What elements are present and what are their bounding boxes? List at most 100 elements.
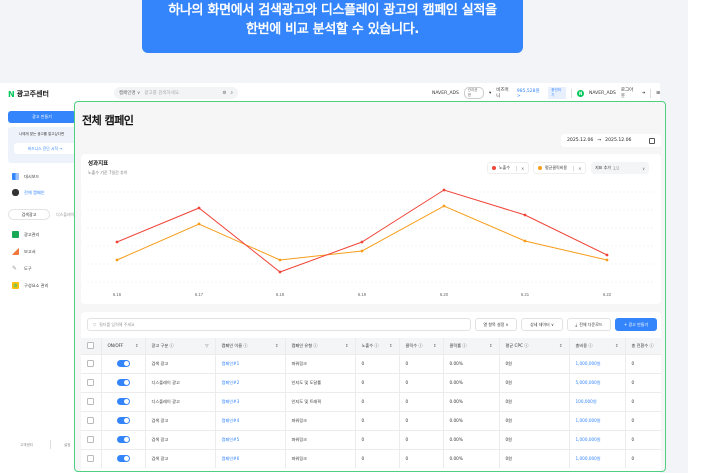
date-range-picker[interactable]: 2025.12.06 → 2025.12.06 (561, 134, 661, 147)
conversions-cell: 0 (625, 429, 661, 449)
onoff-toggle[interactable] (116, 416, 130, 424)
onoff-toggle[interactable] (116, 359, 130, 367)
logo[interactable]: N 광고주센터 (8, 89, 49, 99)
avg-cpc-cell: 0원 (499, 353, 570, 373)
onoff-toggle[interactable] (116, 378, 130, 386)
download-all-button[interactable]: ⤓ 전체 다운로드 (567, 318, 611, 331)
search-box[interactable]: 캠페인명 ∨ 광고를 검색하세요. ⚙ ⌕ (114, 87, 238, 99)
col-campaign-type[interactable]: 캠페인 유형 ⓘ ⇕ (285, 338, 356, 354)
row-checkbox[interactable] (87, 359, 94, 367)
row-checkbox[interactable] (87, 397, 94, 405)
account-badge: 관리권한 (463, 87, 485, 99)
sidebar-item-dashboard[interactable]: 대시보드 (12, 173, 39, 180)
sidebar-item-reports[interactable]: 보고서 (12, 248, 36, 255)
ad-type-cell: 검색 광고 (145, 410, 216, 430)
add-metric-select[interactable]: 지표 추가 2/2 ∨ (591, 162, 649, 174)
col-ctr[interactable]: 클릭률 ⓘ ⇕ (443, 338, 500, 354)
row-checkbox[interactable] (87, 416, 94, 424)
table-row[interactable]: 검색 광고 캠페인#4 파워링크 0 0 0.00% 0원 1,000,000원 0 (81, 410, 661, 430)
svg-text:6.18: 6.18 (276, 292, 285, 297)
select-all-checkbox[interactable] (87, 341, 94, 349)
campaign-name-link[interactable]: 캠페인#4 (215, 410, 286, 430)
filter-input[interactable]: ▽ 필터를 입력해 주세요 (87, 318, 471, 331)
search-icon[interactable]: ⌕ (230, 91, 233, 96)
detail-data-button[interactable]: 상세 데이터 ∨ (521, 318, 563, 331)
tab-search-ads[interactable]: 검색광고 (8, 209, 50, 220)
campaign-name-link[interactable]: 캠페인#3 (215, 391, 286, 411)
metric-count: 2/2 (613, 165, 620, 171)
col-impressions[interactable]: 노출수 ⓘ ⇕ (355, 338, 400, 354)
filter-placeholder: 필터를 입력해 주세요 (99, 321, 135, 327)
conversions-cell: 0 (625, 410, 661, 430)
campaign-name-link[interactable]: 캠페인#1 (215, 353, 286, 373)
svg-text:6.21: 6.21 (521, 292, 530, 297)
sidebar-item-components[interactable]: 구성요소 관리 (12, 282, 48, 289)
bizmoney-value[interactable]: 985,528원 > (516, 88, 540, 99)
remove-metric-icon[interactable]: ✕ (516, 165, 524, 171)
chart-title: 성과지표 (88, 161, 109, 167)
col-clicks[interactable]: 클릭수 ⓘ ⇕ (399, 338, 444, 354)
sidebar-item-ad-management[interactable]: 광고관리 (12, 231, 39, 238)
campaign-name-link[interactable]: 캠페인#6 (215, 448, 286, 468)
table-row[interactable]: 검색 광고 캠페인#5 파워링크 0 0 0.00% 0원 1,000,000원 0 (81, 429, 661, 449)
customer-center-link[interactable]: 고객센터 (20, 443, 33, 447)
impressions-cell: 0 (355, 353, 400, 373)
col-total-cost[interactable]: 총비용 ⓘ ⇕ (569, 338, 626, 354)
col-conversions[interactable]: 총 전환수 ⓘ (625, 338, 661, 354)
total-cost-link[interactable]: 1,000,000원 (569, 448, 626, 468)
sidebar-item-tools[interactable]: ✎ 도구 (12, 265, 32, 272)
row-checkbox[interactable] (87, 378, 94, 386)
table-row[interactable]: 검색 광고 캠페인#1 파워링크 0 0 0.00% 0원 1,000,000원 0 (81, 353, 661, 373)
table-row[interactable]: 디스플레이 광고 캠페인#3 인지도 및 트래픽 0 0 0.00% 0원 100,000원 0 (81, 391, 661, 411)
search-scope-select[interactable]: 캠페인명 ∨ (119, 91, 141, 96)
row-select-cell (81, 410, 102, 430)
table-row[interactable]: 디스플레이 광고 캠페인#2 인지도 및 도달률 0 0 0.00% 0원 5,000,000… (81, 372, 661, 392)
total-cost-link[interactable]: 5,000,000원 (569, 372, 626, 392)
row-checkbox[interactable] (87, 454, 94, 462)
logout-icon[interactable]: ⇥ (641, 90, 646, 96)
campaign-table-card: ▽ 필터를 입력해 주세요 열 항목 설정 ∨ 상세 데이터 ∨ ⤓ 전체 다운… (81, 312, 661, 471)
arrow-right-icon: → (597, 138, 602, 143)
settings-link[interactable]: 설정 (64, 443, 71, 447)
table-row[interactable]: 검색 광고 캠페인#6 파워링크 0 0 0.00% 0원 1,000,000원 0 (81, 448, 661, 468)
account-dropdown-icon[interactable]: ▾ (489, 90, 492, 96)
total-cost-link[interactable]: 1,000,000원 (569, 410, 626, 430)
row-select-cell (81, 429, 102, 449)
ctr-cell: 0.00% (443, 410, 500, 430)
legend-chip-impressions[interactable]: 노출수 ✕ (487, 162, 530, 174)
logout-link[interactable]: 로그아웃 (620, 88, 634, 99)
business-diagnosis-button[interactable]: 비즈니스 진단 시작 → (14, 143, 76, 154)
campaign-name-link[interactable]: 캠페인#2 (215, 372, 286, 392)
search-input[interactable]: 광고를 검색하세요. (144, 91, 181, 96)
col-onoff[interactable]: ON/OFF ⇕ (101, 338, 146, 354)
calendar-icon[interactable] (649, 137, 655, 144)
filter-icon: ▽ (205, 342, 209, 348)
legend-chip-avg-cpc[interactable]: 평균클릭비용 ✕ (533, 162, 587, 174)
tab-display-ads[interactable]: 디스플레이 (56, 212, 75, 217)
folder-icon (12, 231, 19, 238)
onoff-toggle[interactable] (116, 435, 130, 443)
onoff-toggle[interactable] (116, 454, 130, 462)
row-checkbox[interactable] (87, 435, 94, 443)
sort-icon: ⇕ (134, 343, 139, 349)
settings-icon[interactable]: ⚙ (222, 90, 227, 96)
legend-label: 노출수 (499, 165, 511, 170)
col-ad-type[interactable]: 광고 구분 ⓘ ▽ (145, 338, 216, 354)
campaign-name-link[interactable]: 캠페인#5 (215, 429, 286, 449)
remove-metric-icon[interactable]: ✕ (573, 165, 581, 171)
create-ad-button[interactable]: 광고 만들기 (8, 111, 76, 123)
sidebar-item-all-campaigns[interactable]: 전체 캠페인 (12, 189, 45, 196)
col-avg-cpc[interactable]: 평균 CPC ⓘ ⇕ (499, 338, 570, 354)
column-settings-button[interactable]: 열 항목 설정 ∨ (475, 318, 517, 331)
account-name[interactable]: NAVER_ADS (432, 90, 459, 96)
col-campaign-name[interactable]: 캠페인 이름 ⓘ ⇕ (215, 338, 286, 354)
apps-grid-icon[interactable]: ⊞ (656, 90, 660, 96)
ad-type-cell: 검색 광고 (145, 448, 216, 468)
charge-button[interactable]: 충전하기 (548, 87, 567, 99)
total-cost-link[interactable]: 1,000,000원 (569, 353, 626, 373)
impressions-cell: 0 (355, 391, 400, 411)
total-cost-link[interactable]: 100,000원 (569, 391, 626, 411)
total-cost-link[interactable]: 1,000,000원 (569, 429, 626, 449)
onoff-toggle[interactable] (116, 397, 130, 405)
create-ad-table-button[interactable]: + 광고 만들기 (615, 318, 657, 331)
